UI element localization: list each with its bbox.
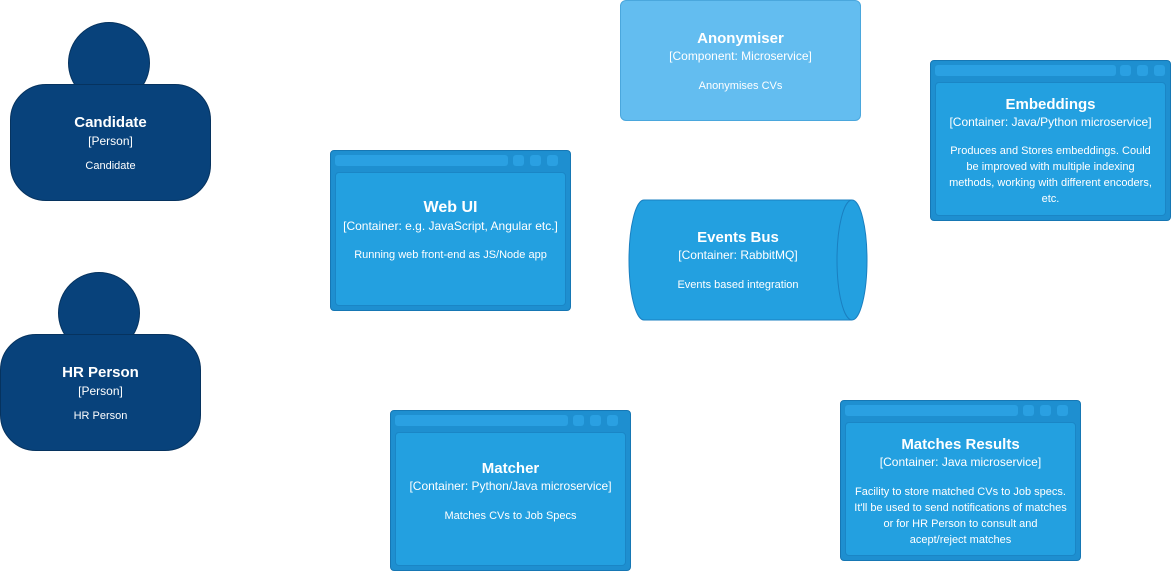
window-titlebar (395, 415, 568, 426)
node-title: Candidate (74, 114, 147, 131)
window-button-icon (513, 155, 524, 166)
node-title: HR Person (62, 364, 139, 381)
window-body: Matcher [Container: Python/Java microser… (395, 432, 626, 566)
node-description: Produces and Stores embeddings. Could be… (949, 145, 1152, 205)
window-button-icon (1137, 65, 1148, 76)
node-technology: [Container: RabbitMQ] (678, 248, 798, 262)
window-body: Web UI [Container: e.g. JavaScript, Angu… (335, 172, 566, 306)
node-description: Running web front-end as JS/Node app (354, 249, 547, 261)
window-button-icon (547, 155, 558, 166)
node-description: Matches CVs to Job Specs (444, 510, 577, 522)
container-embeddings[interactable]: Embeddings [Container: Java/Python micro… (930, 60, 1171, 221)
component-anonymiser[interactable]: Anonymiser [Component: Microservice] Ano… (620, 0, 861, 121)
node-title: Matches Results (901, 436, 1020, 453)
node-title: Web UI (423, 199, 478, 216)
node-description: HR Person (73, 410, 128, 422)
person-body: Candidate [Person] Candidate (10, 84, 211, 201)
window-body: Embeddings [Container: Java/Python micro… (935, 82, 1166, 216)
container-matcher[interactable]: Matcher [Container: Python/Java microser… (390, 410, 631, 571)
node-title: Events Bus (697, 229, 779, 246)
window-button-icon (607, 415, 618, 426)
node-technology: [Person] (88, 134, 133, 148)
node-technology: [Container: Java/Python microservice] (949, 115, 1152, 129)
node-technology: [Component: Microservice] (669, 49, 812, 63)
window-titlebar (935, 65, 1116, 76)
node-technology: [Container: Python/Java microservice] (409, 479, 612, 493)
window-body: Matches Results [Container: Java microse… (845, 422, 1076, 556)
window-button-icon (1040, 405, 1051, 416)
node-description: Facility to store matched CVs to Job spe… (854, 486, 1067, 546)
person-candidate[interactable]: Candidate [Person] Candidate (10, 22, 211, 201)
node-title: Embeddings (1005, 96, 1096, 113)
node-technology: [Container: e.g. JavaScript, Angular etc… (343, 219, 558, 233)
container-web-ui[interactable]: Web UI [Container: e.g. JavaScript, Angu… (330, 150, 571, 311)
node-description: Anonymises CVs (698, 80, 783, 92)
window-titlebar (845, 405, 1018, 416)
node-technology: [Person] (78, 384, 123, 398)
window-button-icon (1120, 65, 1131, 76)
node-description: Events based integration (677, 279, 799, 291)
node-title: Anonymiser (697, 30, 784, 47)
container-events-bus[interactable]: Events Bus [Container: RabbitMQ] Events … (628, 199, 868, 321)
window-titlebar (335, 155, 508, 166)
cylinder-shape (628, 199, 868, 321)
node-title: Matcher (481, 460, 540, 477)
window-button-icon (1057, 405, 1068, 416)
person-body: HR Person [Person] HR Person (0, 334, 201, 451)
person-hr[interactable]: HR Person [Person] HR Person (0, 272, 201, 451)
container-matches-results[interactable]: Matches Results [Container: Java microse… (840, 400, 1081, 561)
node-description: Candidate (85, 160, 136, 172)
window-button-icon (530, 155, 541, 166)
window-button-icon (1023, 405, 1034, 416)
window-button-icon (590, 415, 601, 426)
node-technology: [Container: Java microservice] (879, 455, 1042, 469)
window-button-icon (1154, 65, 1165, 76)
window-button-icon (573, 415, 584, 426)
